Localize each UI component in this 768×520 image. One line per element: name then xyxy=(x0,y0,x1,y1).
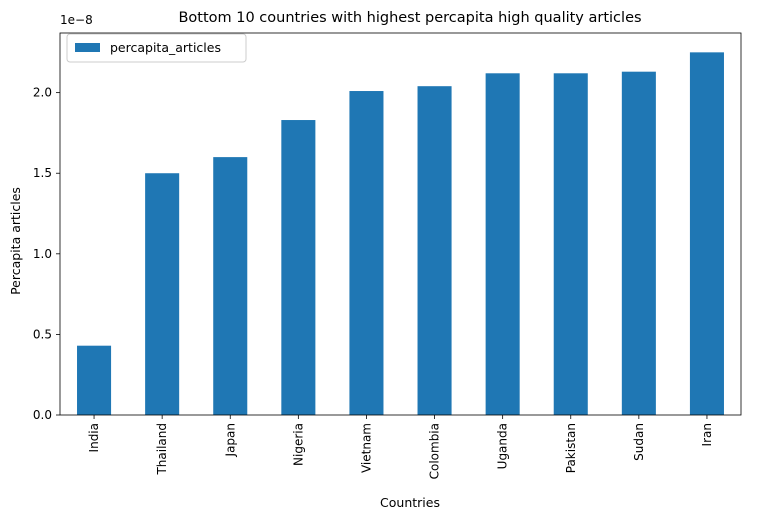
x-tick-label: Nigeria xyxy=(291,423,305,466)
x-axis-label: Countries xyxy=(380,495,440,510)
bar xyxy=(485,73,520,416)
bar xyxy=(689,52,724,416)
x-tick-label: Pakistan xyxy=(564,423,578,473)
plot-frame xyxy=(59,32,742,416)
x-tick-label: Thailand xyxy=(155,423,169,476)
y-tick-label: 0.0 xyxy=(33,408,52,422)
bar xyxy=(77,345,112,415)
y-axis-label: Percapita articles xyxy=(8,187,23,295)
x-tick-label: Colombia xyxy=(428,423,442,479)
bar xyxy=(417,86,452,415)
y-tick-label: 1.0 xyxy=(33,247,52,261)
y-offset-text: 1e−8 xyxy=(60,13,93,27)
legend-swatch xyxy=(75,43,100,52)
legend-frame xyxy=(66,33,247,63)
plot-area: India Thailand Japan Nigeria Vietnam Colombia… xyxy=(33,32,742,479)
bar xyxy=(349,91,384,415)
x-tick-label: Japan xyxy=(223,423,237,457)
bar xyxy=(145,173,180,415)
bar xyxy=(213,157,248,415)
y-tick-label: 2.0 xyxy=(33,86,52,100)
chart-title: Bottom 10 countries with highest percapi… xyxy=(178,10,641,26)
x-tick-label: Iran xyxy=(700,423,714,446)
bar xyxy=(553,73,588,416)
y-tick-label: 0.5 xyxy=(33,327,52,341)
x-tick-label: Sudan xyxy=(632,423,646,461)
legend-label: percapita_articles xyxy=(110,40,221,55)
x-tick-label: Uganda xyxy=(496,423,510,469)
x-tick-label: Vietnam xyxy=(359,423,373,473)
x-tick-label: India xyxy=(87,423,101,452)
bar xyxy=(281,120,316,416)
y-tick-label: 1.5 xyxy=(33,166,52,180)
legend: percapita_articles xyxy=(66,33,247,63)
bar xyxy=(621,71,656,416)
